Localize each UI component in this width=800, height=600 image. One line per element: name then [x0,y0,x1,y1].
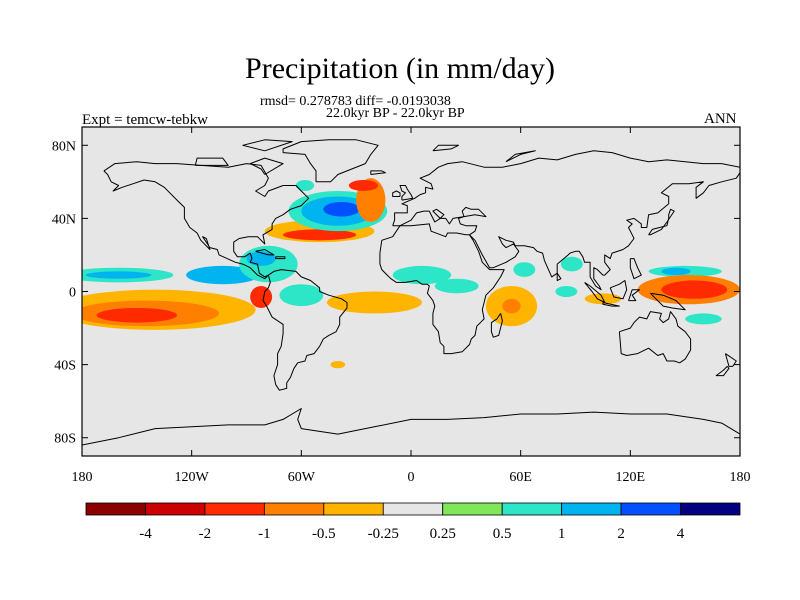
coastline-svalbard [432,144,459,152]
coastline-philippines [629,258,642,280]
colorbar-label: 4 [677,526,685,542]
lat-tick-label: 80S [54,432,76,447]
map-title: Precipitation (in mm/day) [245,52,555,85]
colorbar-swatch [263,502,325,516]
colorbar-swatch [323,502,384,516]
lat-tick-label: 40S [54,359,76,374]
anomaly-east-pacific-wet [186,265,260,285]
coastline-antarctica [82,408,740,446]
coastline-novaya-zemlya [505,150,536,163]
anomaly-south-pacific-west-wet [685,313,722,325]
colorbar-swatch [620,502,681,516]
map-axes: 80N 40N 0 40S 80S 180 120W 60W 0 60E 120E 180 [52,127,751,485]
anomaly-south-pacific-dry-core [96,307,178,323]
anomaly-indian-ocean-central-wet [555,286,578,297]
coastline-ireland [392,190,401,197]
colorbar-swatch [442,502,503,516]
lon-tick-label: 60E [509,470,532,485]
time-period: 22.0kyr BP - 22.0kyr BP [326,106,465,121]
colorbar-swatch [382,502,444,516]
coastline-victoria-island [194,157,229,166]
coastline-eurasia [392,150,740,291]
anomaly-amazon-wet [279,284,324,307]
colorbar: -4 -2 -1 -0.5 -0.25 0.25 0.5 1 2 4 [85,502,741,542]
coastline-layer [82,139,740,446]
anomaly-arabian-sea-wet [513,262,536,277]
coastline-iceland [370,170,386,175]
colorbar-label: 0.25 [430,526,456,542]
colorbar-label: 1 [558,526,566,542]
colorbar-swatch [85,502,146,516]
lon-tick-label: 120E [616,470,646,485]
anomaly-west-africa-wet [392,265,452,285]
anomaly-central-pacific-wet-core [85,271,152,279]
colorbar-swatch [680,502,741,516]
colorbar-label: 2 [617,526,625,542]
colorbar-label: -2 [199,526,212,542]
coastline-cuba [255,249,275,256]
coastline-sulawesi [628,289,640,302]
lon-tick-label: 180 [72,470,93,485]
colorbar-swatch [145,502,206,516]
anomaly-labrador-wet [295,180,315,191]
colorbar-swatch [561,502,622,516]
coastline-madagascar [490,313,503,338]
anomaly-bay-of-bengal-wet [560,256,583,272]
coastline-greenland [282,139,379,183]
coastline-baffin-island [249,157,284,175]
coastline-new-guinea [650,292,686,311]
colorbar-label: -0.25 [368,526,399,542]
colorbar-label: -0.5 [312,526,336,542]
colorbar-swatch [204,502,265,516]
lat-tick-label: 80N [52,139,76,154]
coastline-north-america [103,161,310,280]
anomaly-indian-ocean-west-dry-core [502,298,521,314]
coastline-java [602,302,620,307]
colorbar-label: -4 [139,526,152,542]
anomaly-west-pacific-wet-core [661,267,691,276]
rmsd-diff-stats: rmsd= 0.278783 diff= -0.0193038 [260,94,451,109]
colorbar-swatch [501,502,563,516]
anomaly-east-pacific-dry [250,286,273,308]
colorbar-label: -1 [258,526,271,542]
experiment-label: Expt = temcw-tebkw [82,112,208,128]
lon-tick-label: 120W [175,470,210,485]
coastline-australia [618,311,692,364]
coastline-south-america [262,269,348,391]
coastline-new-zealand-south [715,366,730,377]
anomaly-layer [82,178,740,369]
coastline-ellesmere-island [242,139,293,152]
season-label: ANN [704,111,737,127]
lon-tick-label: 60W [288,470,316,485]
lat-tick-label: 0 [69,286,76,301]
anomaly-south-atlantic-dry [326,291,422,314]
anomaly-greenland-south-dry [348,180,379,191]
lon-tick-label: 180 [730,470,751,485]
coastline-borneo [609,280,628,300]
lon-tick-label: 0 [408,470,415,485]
coastline-new-zealand [724,353,737,367]
anomaly-south-america-dry [330,360,346,369]
coastline-africa [379,223,505,355]
lat-tick-label: 40N [52,212,76,227]
coastline-hispaniola [275,256,286,260]
coastline-japan [648,208,675,236]
coastline-sri-lanka [556,272,562,281]
anomaly-north-atlantic-wet-core [323,201,360,217]
anomaly-central-africa-wet [434,278,479,294]
anomaly-gulf-stream-dry-core [283,229,357,241]
anomaly-west-pacific-dry-core [661,280,728,299]
colorbar-label: 0.5 [493,526,512,542]
coastline-great-britain [399,185,414,201]
